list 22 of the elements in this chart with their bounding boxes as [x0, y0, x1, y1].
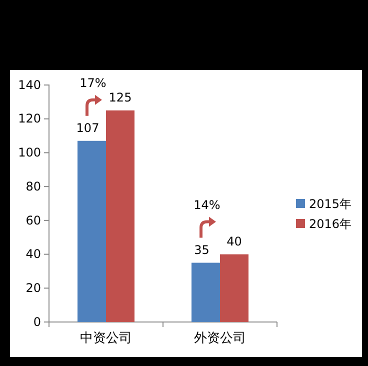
y-tick-label: 40: [26, 247, 41, 262]
bar: [106, 110, 134, 322]
data-label: 35: [194, 242, 210, 257]
annotation: 14%: [194, 198, 220, 212]
y-tick-label: 20: [26, 280, 41, 295]
y-tick-label: 120: [18, 112, 41, 126]
y-tick-label: 80: [26, 179, 41, 194]
bar: [78, 140, 106, 322]
data-label: 125: [108, 90, 132, 104]
x-tick-label: 外资公司: [194, 330, 246, 346]
bar: [220, 254, 248, 322]
legend-label: 2015年: [309, 197, 352, 211]
legend-label: 2016年: [309, 217, 352, 231]
data-label: 40: [226, 234, 242, 248]
bar: [192, 262, 220, 322]
y-tick-label: 100: [18, 146, 41, 160]
x-tick-label: 中资公司: [80, 330, 132, 346]
y-tick-label: 140: [18, 78, 41, 92]
data-label: 107: [76, 120, 100, 135]
annotation: 17%: [80, 76, 106, 90]
y-tick-label: 60: [26, 213, 41, 228]
y-tick-label: 0: [33, 314, 41, 329]
